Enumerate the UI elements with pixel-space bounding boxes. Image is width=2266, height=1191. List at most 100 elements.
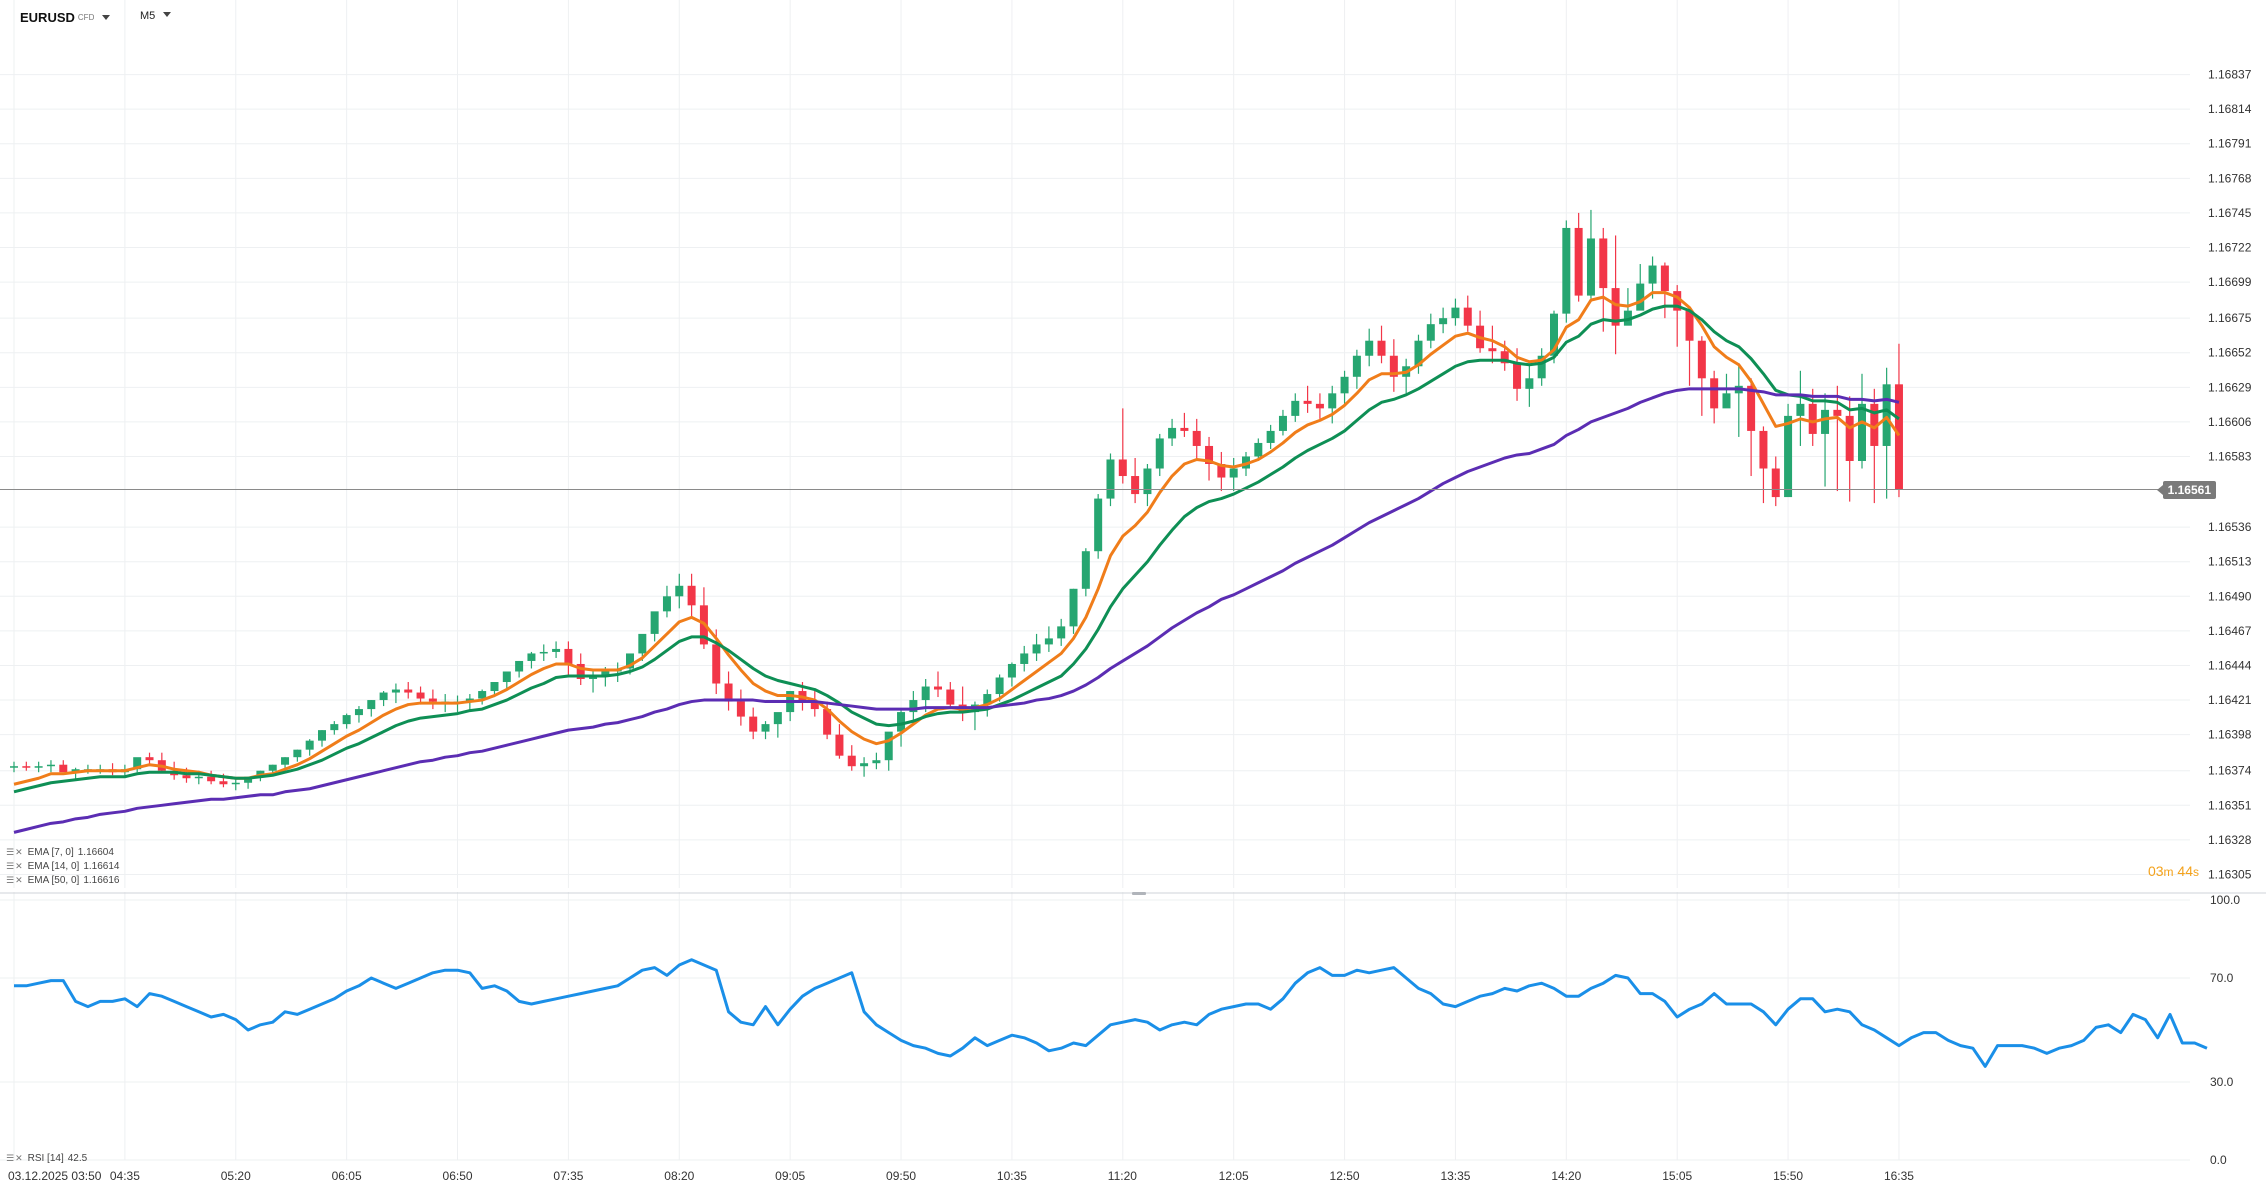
legend-ema14[interactable]: ☰✕ EMA [14, 0] 1.16614 [6,861,119,872]
candle-body [1648,265,1657,284]
price-tick-label: 1.16444 [2208,658,2252,672]
chevron-down-icon [163,12,172,17]
candle-body [1697,340,1706,379]
candle-body [810,701,819,710]
candle-body [1821,409,1830,434]
rsi-layer [14,958,2208,1068]
candle-body [736,701,745,717]
candle-body [897,712,906,732]
timeframe-selector[interactable]: M5 [140,10,172,22]
candle-body [46,764,55,767]
time-tick-label: 12:50 [1330,1169,1360,1183]
candle-body [34,766,43,768]
ema-layer [13,291,1901,834]
settings-close-icon[interactable]: ☰✕ [6,875,24,885]
candle-body [1500,351,1509,364]
candle-body [1192,430,1201,446]
legend-rsi-value: 42.5 [67,1153,88,1164]
candle-body [1094,498,1103,552]
time-tick-label: 13:35 [1440,1169,1470,1183]
candle-body [1352,355,1361,377]
candle-body [934,686,942,690]
legend-rsi-label: RSI [14] [27,1153,64,1164]
countdown-s-unit: s [2193,865,2199,879]
legend-ema50-label: EMA [50, 0] [27,875,80,886]
candle-body [1882,384,1891,446]
candle-body [1845,415,1854,461]
candle-body [884,731,893,761]
candle-body [1537,355,1546,379]
legend-ema7-value: 1.16604 [77,847,114,858]
countdown-seconds: 44 [2177,863,2193,879]
symbol-type: CFD [77,13,95,22]
time-tick-label: 03.12.2025 03:50 [8,1169,102,1183]
candle-body [576,663,585,680]
candle-body [502,671,511,683]
time-axis[interactable]: 03.12.2025 03:50 04:35 05:20 06:05 06:50 07:3… [8,1169,1914,1183]
candle-body [1414,340,1423,367]
candle-body [145,757,154,761]
candle-body [1389,355,1398,377]
time-tick-label: 06:50 [443,1169,473,1183]
price-axis[interactable]: 1.16837 1.16814 1.16791 1.16768 1.16745 1.167… [2208,68,2252,882]
candle-body [330,724,339,731]
settings-close-icon[interactable]: ☰✕ [6,861,24,871]
timeframe-label: M5 [140,10,156,22]
candle-body [761,724,770,732]
price-tick-label: 1.16652 [2208,346,2252,360]
candle-body [1894,384,1903,490]
candle-body [244,776,253,783]
candle-body [601,671,610,675]
candle-body [1020,653,1029,664]
time-tick-label: 15:05 [1662,1169,1692,1183]
legend-ema7[interactable]: ☰✕ EMA [7, 0] 1.16604 [6,847,114,858]
price-tick-label: 1.16791 [2208,137,2252,151]
candle-body [1685,310,1694,341]
candle-body [1722,393,1731,409]
candle-body [1525,378,1534,389]
candle-body [367,700,376,710]
chevron-down-icon [102,15,111,20]
candle-body [1574,227,1583,296]
candle-body [1784,415,1793,498]
price-tick-label: 1.16722 [2208,240,2252,254]
candle-body [626,653,634,669]
candle-body [1168,427,1177,439]
candle-body [650,611,659,634]
candle-body [293,749,302,758]
candle-body [872,760,881,764]
settings-close-icon[interactable]: ☰✕ [6,1153,24,1163]
candle-body [638,633,647,654]
candle-body [1229,468,1238,478]
candle-body [995,677,1004,695]
settings-close-icon[interactable]: ☰✕ [6,847,24,857]
price-tick-label: 1.16305 [2208,867,2252,881]
candle-body [1131,476,1140,495]
candle-body [1451,307,1460,319]
candle-body [1217,464,1226,478]
time-tick-label: 16:35 [1884,1169,1914,1183]
candle-body [1586,238,1595,296]
symbol-selector[interactable]: EURUSD CFD [20,10,111,25]
candle-body [133,757,142,770]
candle-body [1044,638,1053,645]
candle-body [1796,403,1805,416]
candle-body [724,683,733,702]
candle-body [1870,403,1879,446]
countdown-m-unit: m [2163,865,2174,879]
symbol-name: EURUSD [20,10,75,25]
candle-body [921,686,930,701]
legend-rsi[interactable]: ☰✕ RSI [14] 42.5 [6,1153,87,1164]
pane-separator[interactable] [0,892,2266,895]
time-tick-label: 10:35 [997,1169,1027,1183]
legend-ema50[interactable]: ☰✕ EMA [50, 0] 1.16616 [6,875,119,886]
candle-body [1463,307,1472,326]
candle-body [231,782,240,785]
candle-body [1106,459,1115,499]
candle-body [59,764,68,773]
candle-body [1858,403,1866,461]
candle-body [1747,385,1756,431]
price-tick-label: 1.16675 [2208,311,2252,325]
time-tick-label: 07:35 [553,1169,583,1183]
